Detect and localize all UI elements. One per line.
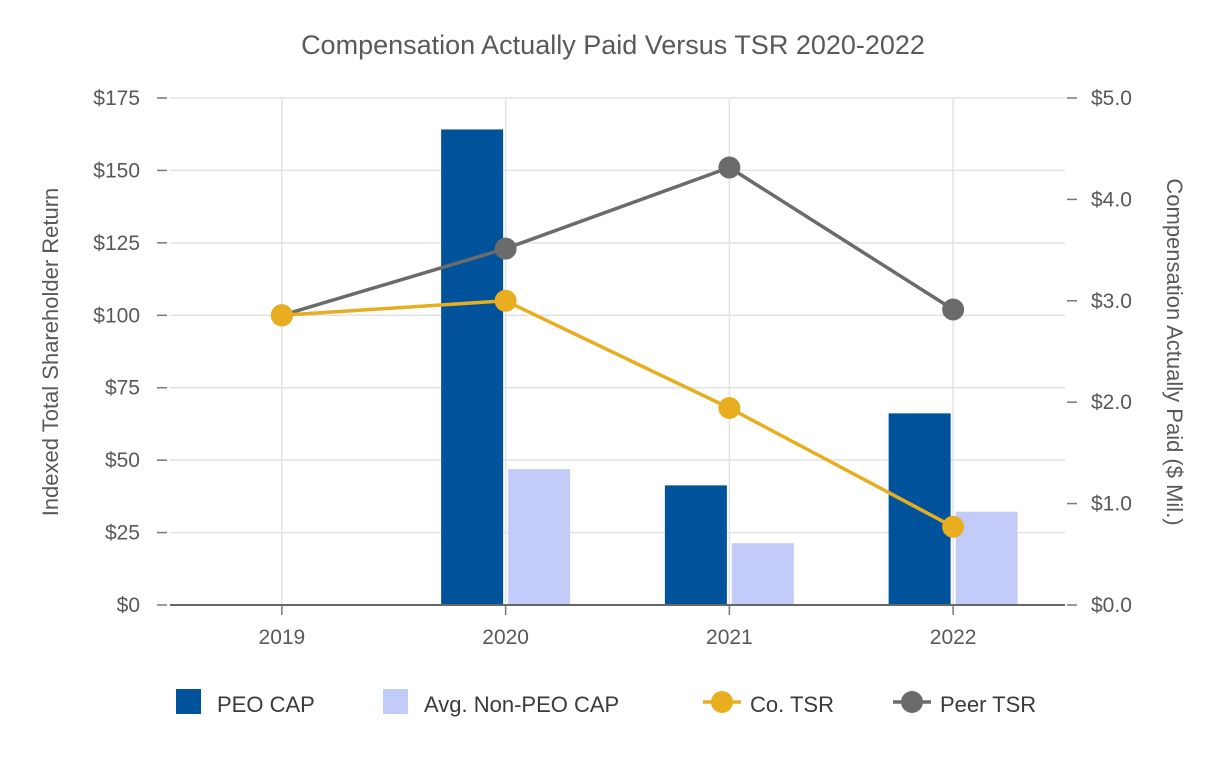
legend: PEO CAP Avg. Non-PEO CAP Co. TSR Peer TSR bbox=[176, 689, 1036, 717]
left-tick-label: $150 bbox=[93, 159, 140, 182]
x-axis-ticks: 2019 2020 2021 2022 bbox=[259, 605, 977, 649]
right-tick-label: $4.0 bbox=[1091, 188, 1132, 211]
point-co-tsr-2019 bbox=[270, 304, 293, 327]
left-axis-label: Indexed Total Shareholder Return bbox=[38, 188, 63, 517]
left-tick-label: $25 bbox=[105, 522, 140, 545]
point-co-tsr-2022 bbox=[942, 515, 965, 538]
line-peer-tsr bbox=[281, 165, 955, 317]
legend-label-co-tsr: Co. TSR bbox=[750, 692, 834, 717]
right-tick-label: $2.0 bbox=[1091, 391, 1132, 414]
left-tick-label: $0 bbox=[117, 594, 140, 617]
x-tick-label: 2021 bbox=[706, 626, 753, 649]
legend-label-non-peo-cap: Avg. Non-PEO CAP bbox=[424, 692, 619, 717]
right-tick-label: $0.0 bbox=[1091, 594, 1132, 617]
left-tick-label: $75 bbox=[105, 377, 140, 400]
point-co-tsr-2020 bbox=[494, 289, 517, 312]
legend-swatch-peer-tsr-marker bbox=[901, 691, 923, 713]
bar-avg-non-peo-cap-2022 bbox=[955, 511, 1018, 605]
legend-label-peo-cap: PEO CAP bbox=[217, 692, 315, 717]
point-peer-tsr-2020 bbox=[494, 237, 517, 260]
left-tick-label: $125 bbox=[93, 232, 140, 255]
point-peer-tsr-2021 bbox=[718, 156, 741, 179]
left-axis-ticks: $0 $25 $50 $75 $100 $125 $150 $175 bbox=[93, 87, 167, 617]
left-tick-label: $50 bbox=[105, 449, 140, 472]
left-tick-label: $100 bbox=[93, 304, 140, 327]
bar-peo-cap-2021 bbox=[664, 485, 727, 605]
bar-peo-cap-2020 bbox=[441, 129, 504, 605]
right-tick-label: $1.0 bbox=[1091, 493, 1132, 516]
lines bbox=[270, 156, 965, 538]
bar-avg-non-peo-cap-2020 bbox=[508, 469, 571, 605]
x-tick-label: 2019 bbox=[259, 626, 306, 649]
bars bbox=[441, 129, 1018, 605]
right-axis-label: Compensation Actually Paid ($ Mil.) bbox=[1162, 178, 1187, 525]
left-tick-label: $175 bbox=[93, 87, 140, 110]
point-co-tsr-2021 bbox=[718, 396, 741, 419]
x-tick-label: 2020 bbox=[482, 626, 529, 649]
legend-swatch-peo-cap bbox=[176, 689, 201, 714]
chart-title: Compensation Actually Paid Versus TSR 20… bbox=[301, 30, 925, 60]
bar-avg-non-peo-cap-2021 bbox=[731, 543, 794, 605]
line-co-tsr bbox=[281, 299, 954, 529]
right-tick-label: $5.0 bbox=[1091, 87, 1132, 110]
legend-swatch-co-tsr-marker bbox=[711, 691, 733, 713]
x-tick-label: 2022 bbox=[930, 626, 977, 649]
point-peer-tsr-2022 bbox=[942, 298, 965, 321]
gridlines bbox=[170, 97, 1065, 605]
legend-swatch-non-peo-cap bbox=[383, 689, 408, 714]
legend-label-peer-tsr: Peer TSR bbox=[940, 692, 1036, 717]
right-tick-label: $3.0 bbox=[1091, 290, 1132, 313]
right-axis-ticks: $0.0 $1.0 $2.0 $3.0 $4.0 $5.0 bbox=[1067, 87, 1132, 617]
